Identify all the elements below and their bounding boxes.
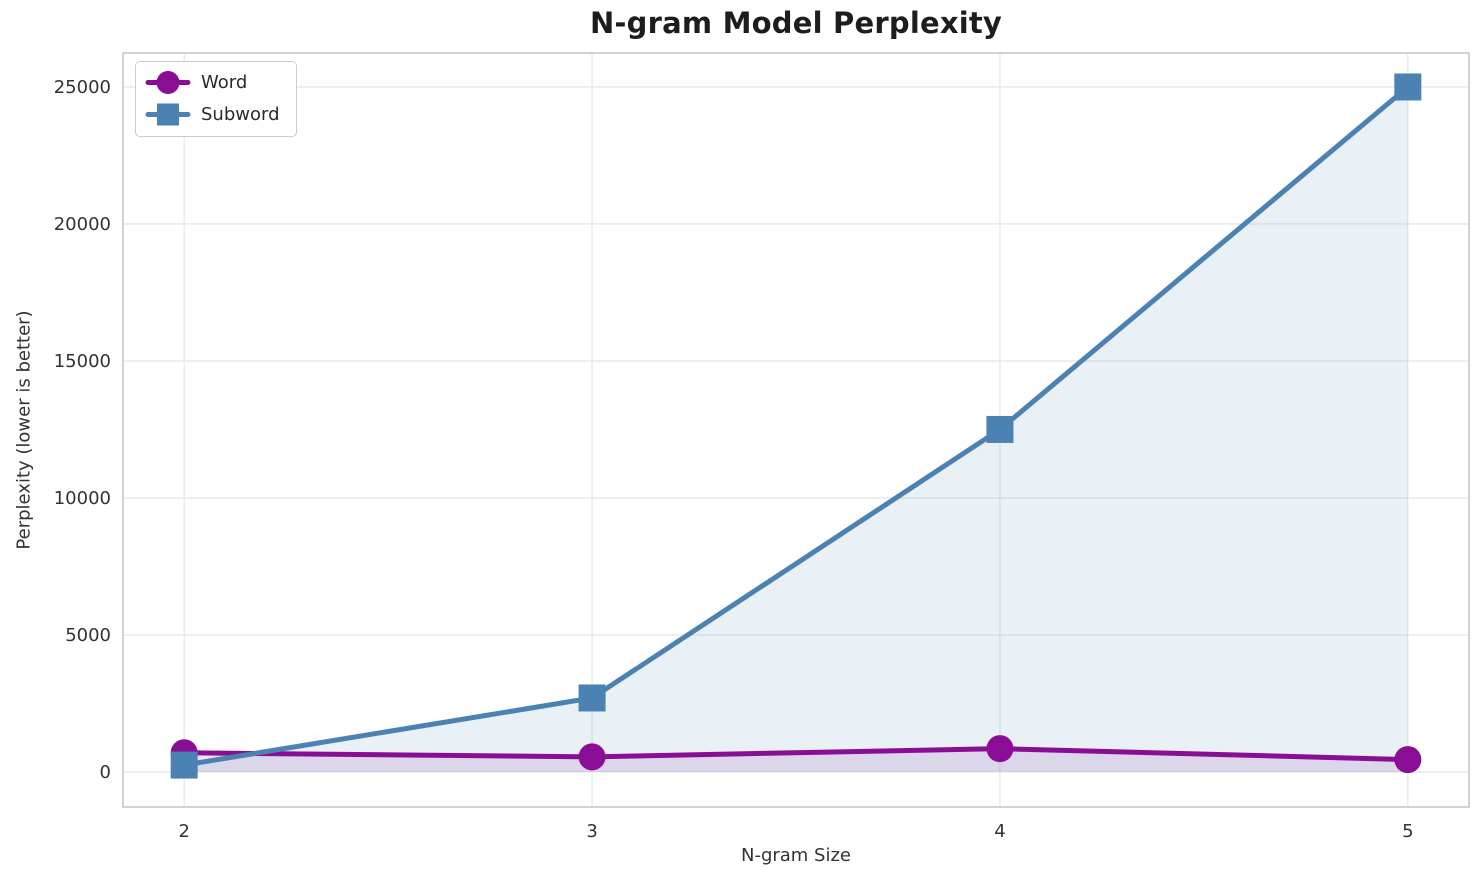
word-circle-marker-icon xyxy=(145,71,191,94)
data-point-subword xyxy=(578,684,606,712)
x-tick-label: 4 xyxy=(994,821,1005,842)
y-tick-label: 25000 xyxy=(54,77,111,98)
y-tick-label: 0 xyxy=(100,762,111,783)
y-axis-label: Perplexity (lower is better) xyxy=(13,310,35,550)
axes-frame xyxy=(122,52,1470,808)
legend-item-subword: Subword xyxy=(145,101,280,128)
y-tick-label: 20000 xyxy=(54,214,111,235)
data-point-word xyxy=(578,743,606,771)
subword-square-marker-icon xyxy=(145,103,191,126)
series-line-subword xyxy=(181,84,1411,768)
legend-label-word: Word xyxy=(201,72,248,93)
data-point-word xyxy=(986,735,1014,763)
word-legend-circle xyxy=(156,71,180,94)
y-tick-label: 5000 xyxy=(65,625,111,646)
series-fill-subword xyxy=(184,86,1408,772)
y-tick-label: 10000 xyxy=(54,488,111,509)
legend-label-subword: Subword xyxy=(201,104,280,125)
series-line-word xyxy=(181,746,1411,763)
data-point-word xyxy=(1394,746,1422,774)
x-tick-label: 3 xyxy=(586,821,597,842)
data-point-subword xyxy=(986,415,1014,443)
series-fill-word xyxy=(184,748,1408,772)
legend-item-word: Word xyxy=(145,69,280,96)
x-tick-label: 2 xyxy=(178,821,189,842)
data-point-subword xyxy=(1394,73,1422,101)
x-tick-label: 5 xyxy=(1402,821,1413,842)
subword-legend-square xyxy=(157,103,179,126)
legend: Word Subword xyxy=(135,61,297,137)
data-point-subword xyxy=(170,751,198,779)
x-axis-label: N-gram Size xyxy=(740,845,852,866)
chart-title: N-gram Model Perplexity xyxy=(589,6,1003,40)
y-tick-label: 15000 xyxy=(54,351,111,372)
